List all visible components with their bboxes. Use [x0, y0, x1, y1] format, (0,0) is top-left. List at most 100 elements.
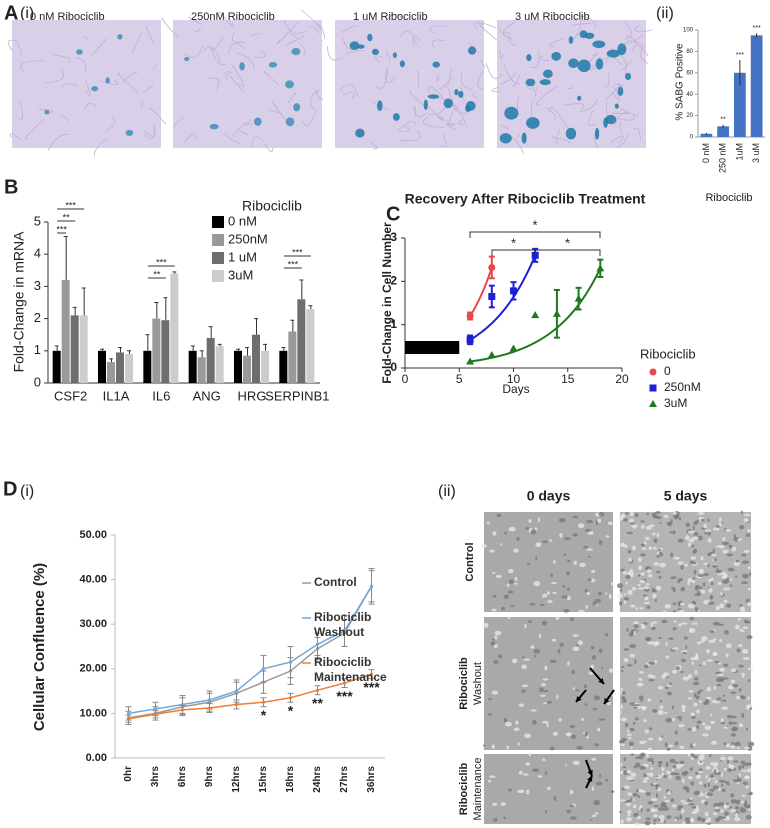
- cell: [533, 581, 541, 587]
- cell-process: [552, 129, 560, 139]
- cell: [653, 822, 656, 825]
- y-tick-label: 40.00: [79, 574, 107, 586]
- cell-process: [413, 106, 428, 118]
- cell: [624, 544, 628, 549]
- cell: [676, 666, 680, 671]
- cell: [734, 812, 738, 818]
- bar: [306, 308, 315, 383]
- cell-process: [428, 106, 444, 121]
- cell: [646, 808, 650, 812]
- cell: [547, 700, 552, 704]
- cell: [682, 778, 685, 784]
- cell: [735, 575, 738, 578]
- point: [207, 698, 212, 702]
- cell: [491, 690, 499, 695]
- cell: [489, 775, 496, 778]
- cell-process: [343, 91, 355, 100]
- cell-process: [428, 86, 444, 99]
- cell: [648, 727, 653, 731]
- cell: [641, 547, 647, 550]
- cell: [610, 581, 615, 586]
- significance: ***: [736, 52, 744, 59]
- x-tick-label: 6hrs: [177, 766, 188, 788]
- cell: [719, 667, 726, 672]
- cell: [634, 822, 640, 826]
- cell: [698, 770, 704, 773]
- cell: [687, 542, 692, 547]
- cell-process: [398, 129, 421, 142]
- cell: [735, 695, 741, 699]
- cell: [647, 737, 654, 741]
- cell: [616, 583, 624, 589]
- cell: [665, 641, 668, 647]
- cell: [738, 688, 742, 692]
- cell: [693, 790, 701, 796]
- cell: [743, 513, 751, 517]
- stained-cell: [592, 40, 606, 48]
- cell: [525, 527, 530, 530]
- cell: [634, 717, 639, 721]
- stained-cell: [427, 94, 440, 99]
- cell: [693, 532, 699, 536]
- cell-process: [588, 110, 598, 126]
- cell: [492, 817, 498, 822]
- cell: [746, 529, 752, 533]
- bar: [152, 318, 161, 383]
- point: [261, 667, 266, 671]
- cell-process: [223, 132, 243, 145]
- cell: [688, 673, 692, 679]
- cell: [633, 623, 639, 629]
- stained-cell: [184, 56, 190, 62]
- cell-process: [431, 39, 445, 49]
- cell: [651, 809, 658, 812]
- cell: [661, 619, 668, 624]
- cell: [748, 572, 752, 576]
- cell: [723, 742, 727, 746]
- cell: [572, 634, 579, 637]
- stained-cell: [392, 52, 397, 58]
- cell: [741, 764, 745, 769]
- cell: [722, 537, 726, 542]
- cell: [508, 568, 514, 574]
- cell: [679, 745, 685, 749]
- cell: [643, 719, 647, 723]
- cell: [714, 762, 719, 766]
- bar: [288, 331, 297, 383]
- cell: [655, 641, 660, 646]
- stained-cell: [526, 117, 540, 129]
- cell: [730, 679, 736, 684]
- cell: [646, 512, 650, 516]
- cell: [693, 702, 698, 707]
- cell: [711, 740, 718, 745]
- cell: [632, 804, 637, 809]
- cell: [591, 655, 597, 660]
- cell: [741, 553, 747, 557]
- cell: [503, 717, 507, 723]
- cell: [598, 648, 603, 654]
- cell: [735, 669, 739, 672]
- cell: [572, 515, 579, 519]
- cell: [589, 530, 594, 535]
- y-tick-label: 0.00: [86, 752, 107, 764]
- cell: [730, 691, 737, 694]
- cell: [513, 727, 520, 732]
- cell: [680, 800, 686, 803]
- cell: [744, 775, 750, 778]
- cell: [503, 816, 507, 819]
- cell: [557, 648, 561, 654]
- cell: [569, 789, 574, 795]
- cell-process: [385, 70, 396, 83]
- cell: [694, 586, 699, 591]
- cell: [650, 626, 656, 631]
- cell: [651, 587, 655, 593]
- cell-process: [497, 25, 514, 39]
- cell: [671, 647, 679, 650]
- cell: [656, 554, 660, 558]
- cell: [659, 562, 667, 568]
- cell: [627, 812, 631, 817]
- cell: [681, 771, 688, 776]
- cell: [684, 563, 688, 567]
- cell: [700, 752, 705, 756]
- cell: [697, 535, 704, 541]
- cell: [694, 593, 701, 597]
